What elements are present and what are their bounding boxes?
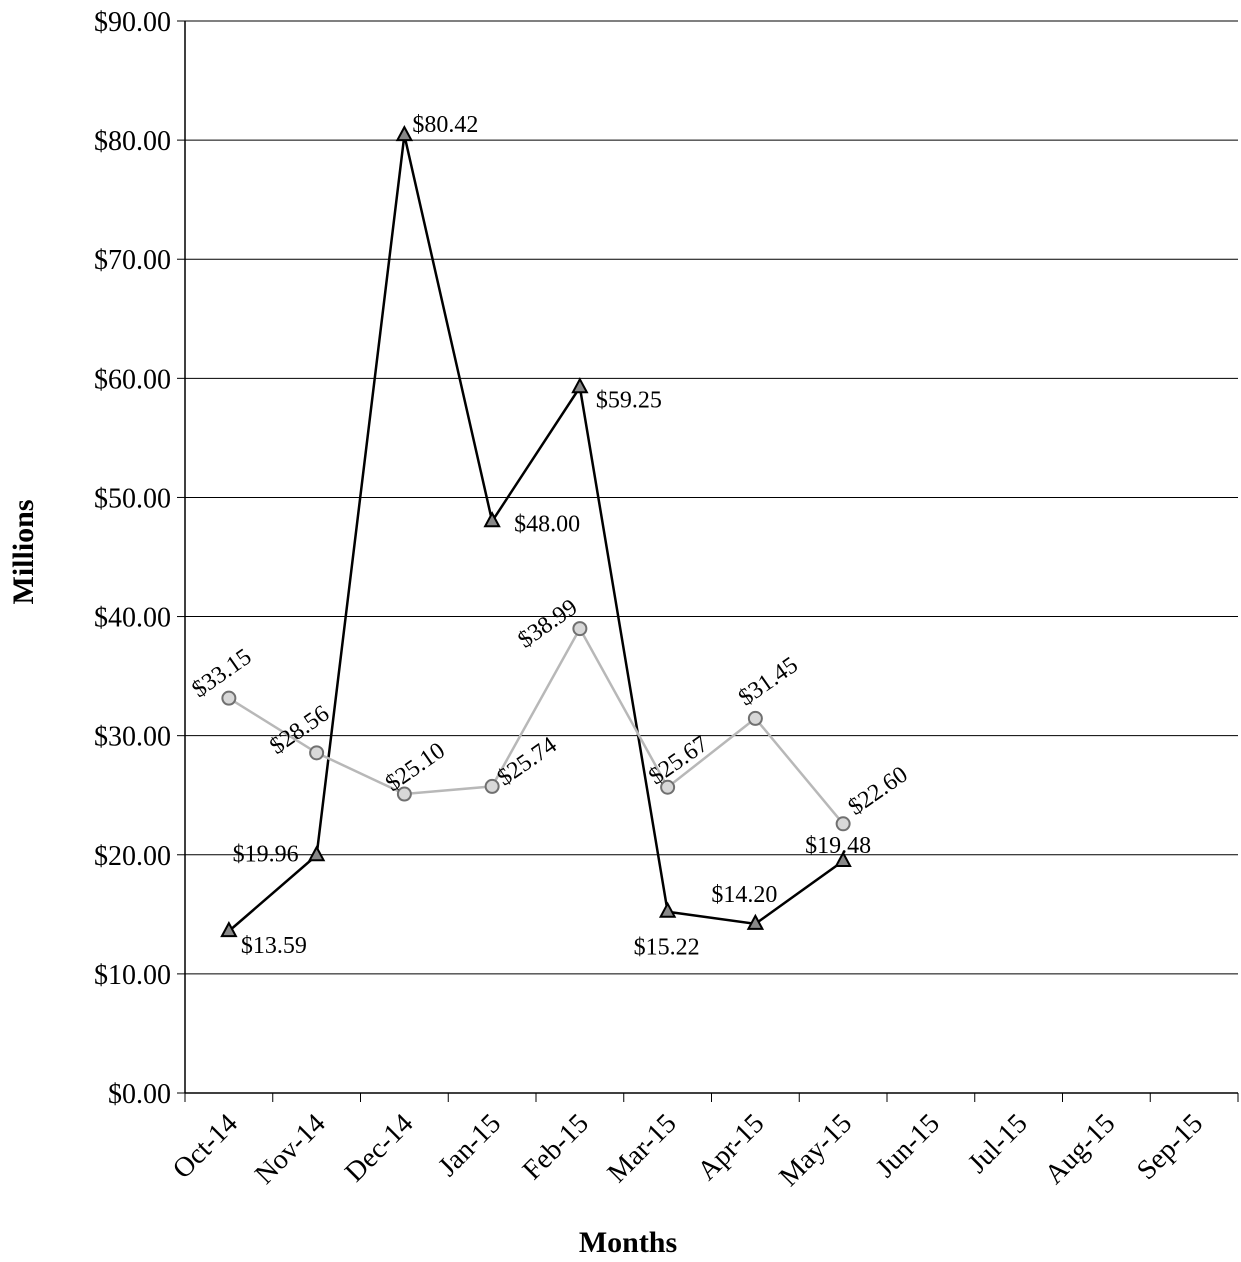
triangle-marker	[746, 913, 765, 930]
data-label: $33.15	[187, 644, 256, 703]
triangle-marker	[307, 845, 326, 862]
circle-marker	[572, 621, 588, 637]
circle-marker	[221, 690, 237, 706]
x-tick-label: Jan-15	[432, 1108, 507, 1183]
y-tick-label: $90.00	[94, 7, 171, 38]
data-label: $14.20	[711, 882, 777, 908]
data-label: $19.96	[233, 841, 299, 867]
data-label: $19.48	[805, 833, 871, 859]
data-label: $80.42	[412, 112, 478, 138]
data-label: $22.60	[844, 762, 913, 821]
x-tick-label: Nov-14	[249, 1108, 331, 1190]
triangle-marker	[658, 901, 677, 918]
data-label: $25.10	[381, 738, 450, 797]
data-label: $59.25	[596, 387, 662, 413]
series-line	[228, 134, 844, 933]
series-line	[228, 626, 845, 825]
series-group	[220, 124, 852, 938]
data-label: $31.45	[734, 652, 803, 711]
y-tick-label: $50.00	[94, 483, 171, 514]
x-tick-label: Aug-15	[1039, 1108, 1121, 1190]
y-tick-label: $60.00	[94, 364, 171, 395]
gridlines	[185, 20, 1238, 975]
x-axis-title: Months	[579, 1226, 677, 1259]
x-axis-ticks: Oct-14 Nov-14 Dec-14 Jan-15 Feb-15 Mar-15 Apr-…	[167, 1093, 1239, 1193]
y-tick-label: $0.00	[108, 1079, 171, 1110]
circle-marker	[309, 745, 325, 761]
x-tick-label: Dec-14	[339, 1108, 419, 1188]
y-tick-label: $80.00	[94, 126, 171, 157]
circle-marker	[660, 779, 676, 795]
data-label: $25.74	[493, 732, 562, 791]
x-tick-label: Jun-15	[870, 1108, 946, 1184]
y-tick-label: $10.00	[94, 960, 171, 991]
data-labels: $13.59 $19.96 $80.42 $48.00 $59.25 $15.22 $14.…	[187, 112, 912, 961]
axes	[184, 21, 1238, 1094]
triangle-marker	[834, 850, 852, 867]
y-tick-label: $30.00	[94, 722, 171, 753]
triangle-marker	[395, 124, 414, 142]
y-tick-label: $70.00	[94, 245, 171, 276]
data-label: $13.59	[241, 933, 307, 959]
x-tick-label: Mar-15	[602, 1108, 683, 1189]
circle-marker	[396, 786, 412, 802]
y-tick-label: $20.00	[94, 841, 171, 872]
x-tick-label: Apr-15	[692, 1108, 771, 1187]
x-tick-label: Jul-15	[962, 1108, 1033, 1179]
data-label: $48.00	[514, 511, 580, 537]
x-tick-label: Sep-15	[1131, 1108, 1209, 1186]
circle-marker	[484, 778, 500, 794]
triangle-marker	[483, 511, 501, 528]
y-axis-ticks: $0.00 $10.00 $20.00 $30.00 $40.00 $50.00 $60.0…	[94, 7, 185, 1110]
triangle-marker	[571, 377, 589, 394]
circle-marker	[747, 710, 763, 726]
x-tick-label: Feb-15	[517, 1108, 595, 1186]
data-label: $15.22	[634, 935, 700, 961]
y-axis-title: Millions	[7, 499, 40, 604]
triangle-marker	[220, 921, 238, 938]
circle-marker	[835, 816, 851, 832]
y-tick-label: $40.00	[94, 603, 171, 634]
x-tick-label: May-15	[773, 1108, 858, 1193]
x-tick-label: Oct-14	[167, 1108, 244, 1185]
